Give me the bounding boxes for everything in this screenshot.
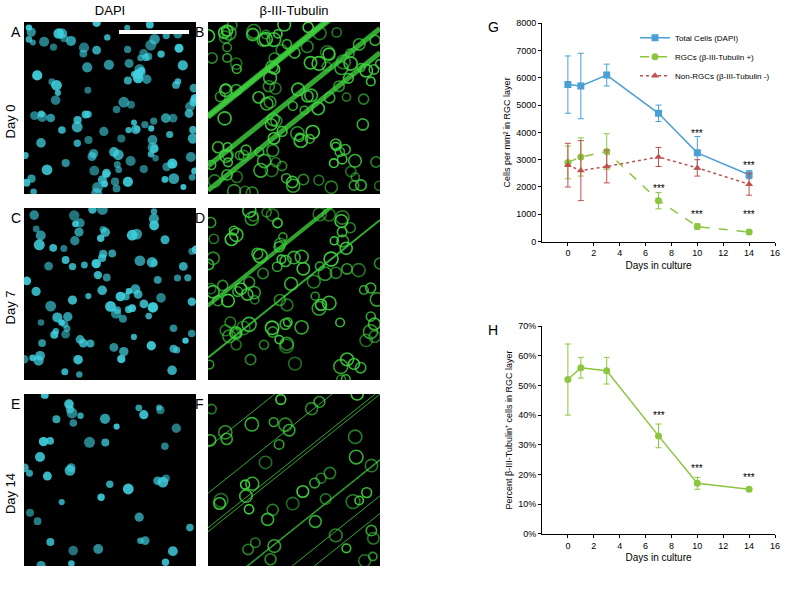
html-text:A: A xyxy=(11,24,21,40)
svg-text:30%: 30% xyxy=(518,440,536,450)
html-text:E: E xyxy=(11,396,21,412)
html-text:Day 0: Day 0 xyxy=(2,104,18,139)
svg-text:8: 8 xyxy=(669,248,674,258)
html-text:β-III-Tubulin: β-III-Tubulin xyxy=(259,3,329,18)
svg-text:10%: 10% xyxy=(518,499,536,509)
html-text:DAPI: DAPI xyxy=(94,3,126,18)
svg-text:16: 16 xyxy=(770,541,780,551)
html-text:Day 7: Day 7 xyxy=(2,290,18,325)
svg-text:20%: 20% xyxy=(518,470,536,480)
svg-text:Non-RGCs (β-III-Tubulin -): Non-RGCs (β-III-Tubulin -) xyxy=(675,72,769,81)
svg-text:***: *** xyxy=(653,183,665,194)
html-text:Day 14: Day 14 xyxy=(2,472,18,515)
svg-text:10: 10 xyxy=(692,248,702,258)
svg-text:6000: 6000 xyxy=(516,73,536,83)
svg-text:H: H xyxy=(488,322,498,338)
svg-text:40%: 40% xyxy=(518,410,536,420)
svg-text:***: *** xyxy=(743,160,755,171)
svg-text:0: 0 xyxy=(565,248,570,258)
svg-text:4000: 4000 xyxy=(516,128,536,138)
svg-text:***: *** xyxy=(743,209,755,220)
svg-text:12: 12 xyxy=(718,248,728,258)
svg-text:1000: 1000 xyxy=(516,209,536,219)
svg-text:6: 6 xyxy=(643,541,648,551)
html-text:B: B xyxy=(195,24,205,40)
svg-text:0: 0 xyxy=(565,541,570,551)
svg-text:Days in culture: Days in culture xyxy=(625,552,692,563)
html-text:F: F xyxy=(195,396,204,412)
svg-text:Cells per mm² in RGC layer: Cells per mm² in RGC layer xyxy=(502,77,512,187)
svg-text:3000: 3000 xyxy=(516,155,536,165)
svg-text:14: 14 xyxy=(744,248,754,258)
svg-text:5000: 5000 xyxy=(516,100,536,110)
svg-text:70%: 70% xyxy=(518,321,536,331)
svg-text:2: 2 xyxy=(591,541,596,551)
svg-text:2: 2 xyxy=(591,248,596,258)
svg-text:Total Cells (DAPI): Total Cells (DAPI) xyxy=(675,34,738,43)
svg-text:2000: 2000 xyxy=(516,182,536,192)
html-text:C: C xyxy=(11,210,22,226)
svg-text:8: 8 xyxy=(669,541,674,551)
svg-text:***: *** xyxy=(691,128,703,139)
svg-text:4: 4 xyxy=(617,541,622,551)
svg-text:16: 16 xyxy=(770,248,780,258)
svg-text:0: 0 xyxy=(531,237,536,247)
svg-text:50%: 50% xyxy=(518,381,536,391)
svg-text:RGCs (β-III-Tubulin +): RGCs (β-III-Tubulin +) xyxy=(675,53,754,62)
svg-text:***: *** xyxy=(691,463,703,474)
svg-text:60%: 60% xyxy=(518,351,536,361)
svg-text:7000: 7000 xyxy=(516,46,536,56)
svg-text:6: 6 xyxy=(643,248,648,258)
svg-text:14: 14 xyxy=(744,541,754,551)
svg-text:***: *** xyxy=(653,410,665,421)
svg-text:Percent β-III-Tubulin⁺ cells i: Percent β-III-Tubulin⁺ cells in RGC laye… xyxy=(504,351,514,510)
svg-text:4: 4 xyxy=(617,248,622,258)
svg-text:10: 10 xyxy=(692,541,702,551)
svg-text:12: 12 xyxy=(718,541,728,551)
svg-text:0%: 0% xyxy=(523,529,536,539)
svg-text:Days in culture: Days in culture xyxy=(625,260,692,271)
html-text:D: D xyxy=(195,210,206,226)
svg-text:G: G xyxy=(488,19,499,35)
svg-text:8000: 8000 xyxy=(516,18,536,28)
svg-text:***: *** xyxy=(743,472,755,483)
svg-text:***: *** xyxy=(691,209,703,220)
